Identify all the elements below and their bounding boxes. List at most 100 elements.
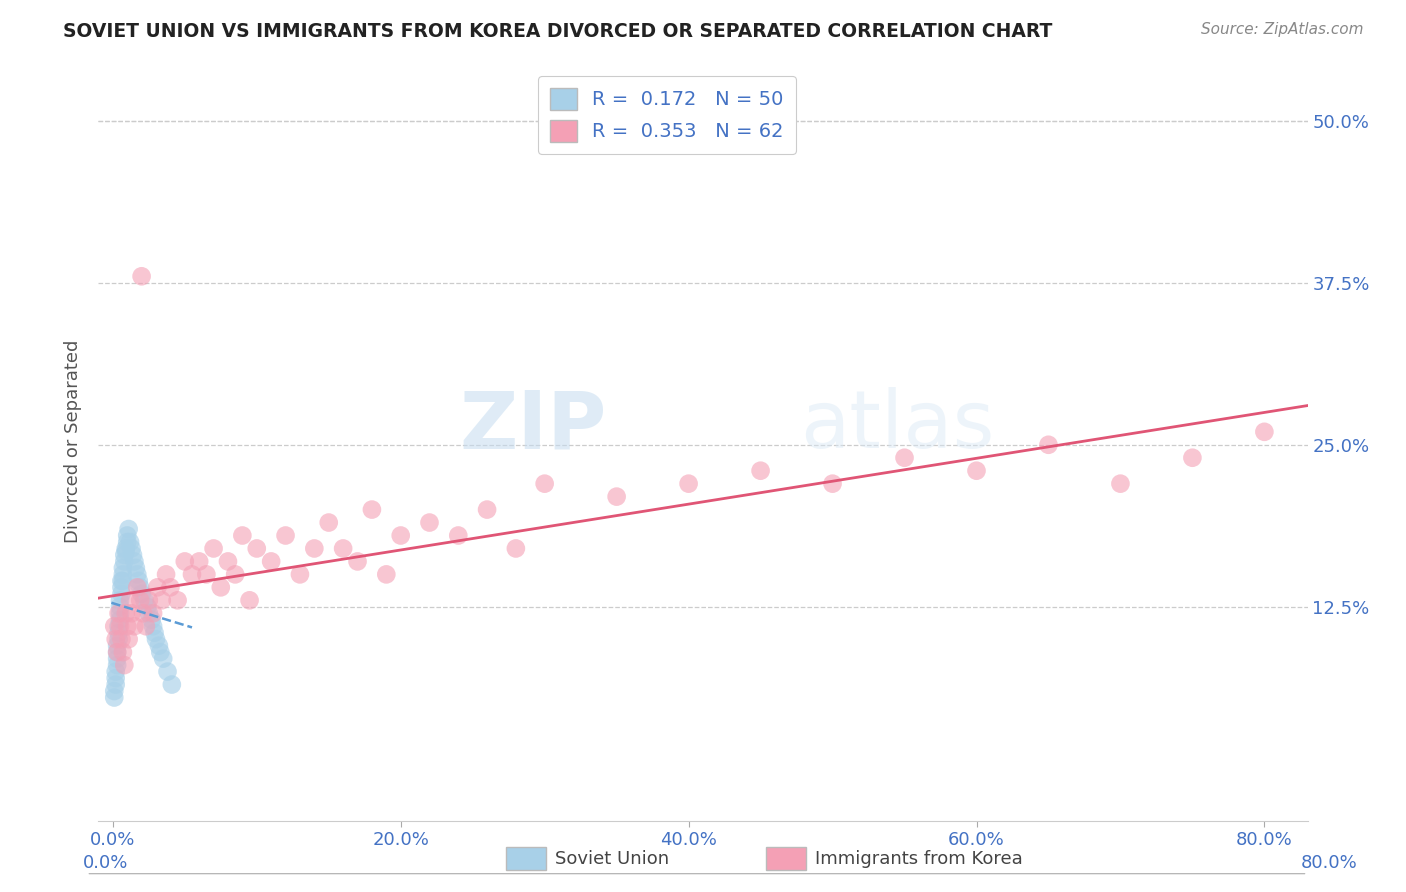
Point (128, 574, 150, 588)
Point (274, 528, 297, 542)
Point (304, 541, 326, 556)
Point (145, 632, 167, 647)
Point (346, 554, 368, 568)
Point (104, 632, 127, 647)
Point (239, 593, 262, 607)
Point (288, 567, 311, 582)
Point (129, 580, 152, 594)
Point (148, 639, 170, 653)
Point (150, 593, 173, 607)
Point (202, 541, 225, 556)
Point (107, 625, 129, 640)
Point (110, 632, 132, 647)
Point (142, 619, 165, 633)
Point (115, 619, 138, 633)
Point (103, 684, 125, 698)
Point (1181, 450, 1204, 465)
Point (224, 567, 246, 582)
Point (108, 619, 131, 633)
Point (110, 580, 132, 594)
Point (156, 665, 179, 679)
Point (114, 541, 136, 556)
Point (131, 587, 153, 601)
Point (217, 554, 239, 568)
Text: Source: ZipAtlas.com: Source: ZipAtlas.com (1201, 22, 1364, 37)
Point (124, 619, 146, 633)
Point (108, 607, 131, 621)
Point (114, 544, 136, 558)
Point (103, 619, 125, 633)
Point (893, 450, 915, 465)
Point (146, 580, 169, 594)
Point (166, 593, 188, 607)
Point (389, 528, 412, 542)
Point (246, 541, 269, 556)
Point (104, 677, 127, 691)
Point (1109, 476, 1132, 491)
Point (1253, 425, 1275, 439)
Point (966, 464, 988, 478)
Point (104, 671, 127, 685)
Point (118, 522, 141, 536)
Point (112, 658, 135, 673)
Point (105, 639, 128, 653)
Point (821, 476, 844, 491)
Point (124, 554, 146, 568)
Point (105, 658, 128, 673)
Point (143, 625, 166, 640)
Point (209, 580, 232, 594)
Point (108, 593, 131, 607)
Point (749, 464, 772, 478)
Point (105, 645, 128, 659)
Point (231, 528, 253, 542)
Point (447, 528, 470, 542)
Point (121, 607, 143, 621)
Point (120, 535, 142, 549)
Point (107, 632, 129, 647)
Point (115, 528, 138, 542)
Point (318, 516, 340, 530)
Point (122, 548, 145, 562)
Text: 80.0%: 80.0% (1301, 855, 1357, 872)
Point (105, 645, 128, 659)
Point (1038, 438, 1060, 452)
Point (375, 567, 398, 582)
Point (418, 516, 440, 530)
Point (188, 554, 211, 568)
Point (125, 561, 148, 575)
Text: atlas: atlas (800, 387, 994, 466)
Point (152, 651, 174, 665)
Point (155, 567, 177, 582)
Point (111, 567, 134, 582)
Point (136, 599, 159, 614)
Text: 0.0%: 0.0% (83, 855, 128, 872)
Point (361, 502, 384, 516)
Point (112, 554, 135, 568)
Point (110, 574, 132, 588)
Point (332, 541, 354, 556)
Point (173, 554, 195, 568)
Point (121, 541, 143, 556)
Point (134, 593, 156, 607)
Point (138, 593, 160, 607)
Point (111, 574, 134, 588)
Point (160, 677, 183, 691)
Text: Soviet Union: Soviet Union (555, 850, 669, 868)
Text: Immigrants from Korea: Immigrants from Korea (815, 850, 1024, 868)
Point (120, 593, 142, 607)
Point (108, 599, 131, 614)
Point (127, 580, 149, 594)
Point (132, 607, 155, 621)
Point (115, 535, 138, 549)
Point (149, 645, 172, 659)
Point (110, 587, 132, 601)
Y-axis label: Divorced or Separated: Divorced or Separated (65, 340, 83, 543)
Point (195, 567, 218, 582)
Point (138, 607, 160, 621)
Point (260, 554, 283, 568)
Point (141, 613, 163, 627)
Point (129, 593, 152, 607)
Point (104, 665, 127, 679)
Point (111, 645, 134, 659)
Point (475, 502, 498, 516)
